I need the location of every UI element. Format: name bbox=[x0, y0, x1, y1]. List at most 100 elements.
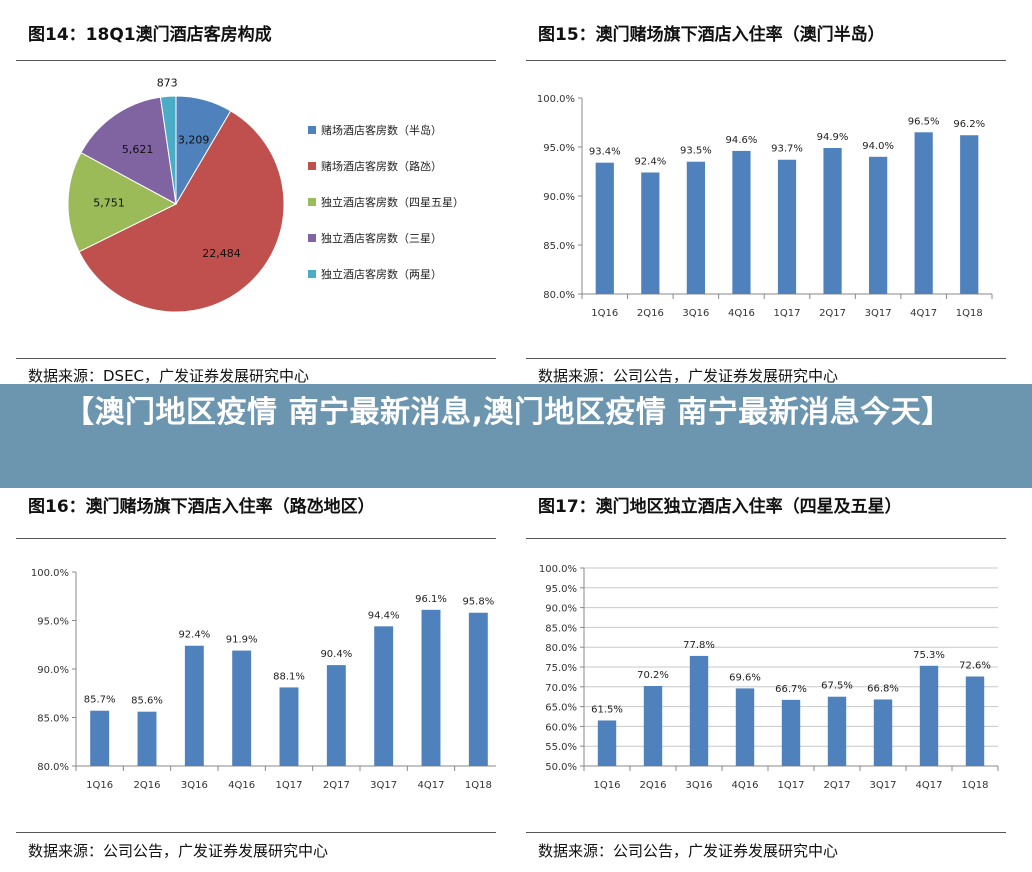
legend-entry: 独立酒店客房数（四星五星） bbox=[321, 195, 464, 209]
legend-swatch bbox=[308, 270, 316, 278]
y-tick-label: 95.0% bbox=[545, 584, 577, 595]
y-tick-label: 70.0% bbox=[545, 683, 577, 694]
x-tick-label: 1Q17 bbox=[778, 780, 805, 791]
figure-17-bar-chart: 50.0% 55.0% 60.0% 65.0% 70.0% 75.0% 80.0% 85.0%… bbox=[539, 564, 999, 791]
y-tick-label: 55.0% bbox=[545, 742, 577, 753]
y-tick-label: 85.0% bbox=[545, 623, 577, 634]
bar-value-label: 93.4% bbox=[589, 147, 621, 158]
y-tick-label: 100.0% bbox=[537, 94, 575, 105]
legend-entry: 赌场酒店客房数（路氹） bbox=[321, 159, 442, 173]
bar-value-label: 96.1% bbox=[415, 594, 447, 605]
y-tick-label: 90.0% bbox=[37, 665, 69, 676]
legend-swatch bbox=[308, 162, 316, 170]
bar-value-label: 92.4% bbox=[634, 156, 666, 167]
pie-slice bbox=[80, 96, 177, 205]
x-tick-label: 1Q16 bbox=[591, 308, 618, 319]
y-tick-label: 80.0% bbox=[37, 762, 69, 773]
x-tick-label: 4Q16 bbox=[732, 780, 759, 791]
x-tick-label: 4Q16 bbox=[228, 780, 255, 791]
legend-swatch bbox=[308, 234, 316, 242]
legend-entry: 独立酒店客房数（三星） bbox=[321, 231, 442, 245]
bar-value-label: 91.9% bbox=[226, 635, 258, 646]
legend-entry: 独立酒店客房数（两星） bbox=[321, 267, 442, 281]
bar-value-label: 94.9% bbox=[817, 132, 849, 143]
bar-value-label: 85.7% bbox=[84, 695, 116, 706]
figure-16-bottom-rule bbox=[16, 832, 496, 833]
bar bbox=[827, 696, 847, 766]
figure-17-title: 图17：澳门地区独立酒店入住率（四星及五星） bbox=[538, 497, 902, 517]
x-tick-label: 1Q17 bbox=[276, 780, 303, 791]
bar-value-label: 94.4% bbox=[368, 610, 400, 621]
figure-14-title: 图14：18Q1澳门酒店客房构成 bbox=[28, 25, 272, 45]
bar bbox=[232, 650, 252, 766]
x-tick-label: 3Q17 bbox=[865, 308, 892, 319]
bar bbox=[869, 156, 888, 294]
headline-banner: 【澳门地区疫情 南宁最新消息,澳门地区疫情 南宁最新消息今天】 bbox=[0, 384, 1032, 488]
x-tick-label: 1Q16 bbox=[594, 780, 621, 791]
bar bbox=[777, 159, 797, 294]
x-tick-label: 3Q16 bbox=[682, 308, 709, 319]
bar bbox=[641, 172, 660, 294]
x-tick-label: 1Q18 bbox=[465, 780, 492, 791]
legend-entry: 赌场酒店客房数（半岛） bbox=[321, 123, 442, 137]
bar-value-label: 90.4% bbox=[320, 649, 352, 660]
figure-14-top-rule bbox=[16, 60, 496, 61]
bar-value-label: 66.7% bbox=[775, 684, 807, 695]
pie-data-label: 5,621 bbox=[122, 143, 154, 156]
y-tick-label: 90.0% bbox=[545, 604, 577, 615]
figure-16-panel: 图16：澳门赌场旗下酒店入住率（路氹地区） 80.0% 85.0% 90.0% 95.… bbox=[16, 492, 496, 872]
y-tick-label: 80.0% bbox=[543, 290, 575, 301]
x-tick-label: 4Q17 bbox=[910, 308, 937, 319]
figure-15-source: 数据来源：公司公告，广发证券发展研究中心 bbox=[538, 367, 839, 385]
y-tick-label: 85.0% bbox=[37, 714, 69, 725]
figure-16-bar-chart: 80.0% 85.0% 90.0% 95.0% 100.0% 85.7% 1Q16 85.6%… bbox=[31, 568, 496, 791]
x-tick-label: 3Q16 bbox=[181, 780, 208, 791]
x-tick-label: 1Q18 bbox=[956, 308, 983, 319]
bar bbox=[279, 687, 299, 766]
pie-slice bbox=[159, 95, 177, 205]
bar bbox=[781, 699, 801, 766]
y-tick-label: 95.0% bbox=[37, 617, 69, 628]
x-tick-label: 1Q18 bbox=[962, 780, 989, 791]
bar bbox=[960, 135, 979, 294]
figure-14-panel: 图14：18Q1澳门酒店客房构成 3,209 22,484 5,751 5,621 87… bbox=[16, 20, 496, 390]
bar-value-label: 85.6% bbox=[131, 696, 163, 707]
x-tick-label: 2Q16 bbox=[134, 780, 161, 791]
pie-data-label: 873 bbox=[157, 76, 178, 89]
headline-text: 【澳门地区疫情 南宁最新消息,澳门地区疫情 南宁最新消息今天】 bbox=[64, 395, 952, 430]
pie-slice bbox=[67, 151, 178, 253]
x-tick-label: 4Q17 bbox=[916, 780, 943, 791]
figure-15-bar-chart: 80.0% 85.0% 90.0% 95.0% 100.0% 93.4% 1Q16 92.4%… bbox=[537, 94, 993, 319]
figure-17-top-rule bbox=[526, 538, 1006, 539]
x-tick-label: 4Q17 bbox=[418, 780, 445, 791]
figure-17-source: 数据来源：公司公告，广发证券发展研究中心 bbox=[538, 842, 839, 860]
bar bbox=[823, 147, 842, 294]
x-tick-label: 1Q16 bbox=[86, 780, 113, 791]
figure-14-bottom-rule bbox=[16, 358, 496, 359]
figure-16-source: 数据来源：公司公告，广发证券发展研究中心 bbox=[28, 842, 329, 860]
x-tick-label: 1Q17 bbox=[774, 308, 801, 319]
bar-value-label: 93.7% bbox=[771, 144, 803, 155]
pie-slice bbox=[78, 110, 285, 313]
legend-swatch bbox=[308, 198, 316, 206]
bar bbox=[914, 132, 933, 294]
bar-value-label: 75.3% bbox=[913, 650, 945, 661]
x-tick-label: 2Q17 bbox=[323, 780, 350, 791]
pie-data-label: 3,209 bbox=[178, 133, 210, 146]
y-tick-label: 50.0% bbox=[545, 762, 577, 773]
figure-16-top-rule bbox=[16, 538, 496, 539]
bar bbox=[137, 711, 157, 766]
pie-data-label: 5,751 bbox=[93, 197, 125, 210]
x-tick-label: 2Q16 bbox=[640, 780, 667, 791]
bar bbox=[595, 162, 614, 294]
figure-15-bottom-rule bbox=[526, 358, 1006, 359]
legend-swatch bbox=[308, 126, 316, 134]
bar bbox=[735, 688, 755, 766]
bar-value-label: 69.6% bbox=[729, 672, 761, 683]
bar-value-label: 93.5% bbox=[680, 146, 712, 157]
bar-value-label: 88.1% bbox=[273, 671, 305, 682]
x-tick-label: 2Q16 bbox=[637, 308, 664, 319]
bar bbox=[468, 612, 488, 766]
figure-14-pie-chart: 3,209 22,484 5,751 5,621 873 赌场酒店客房数（半岛） 赌场酒店客… bbox=[67, 76, 464, 313]
y-tick-label: 90.0% bbox=[543, 192, 575, 203]
